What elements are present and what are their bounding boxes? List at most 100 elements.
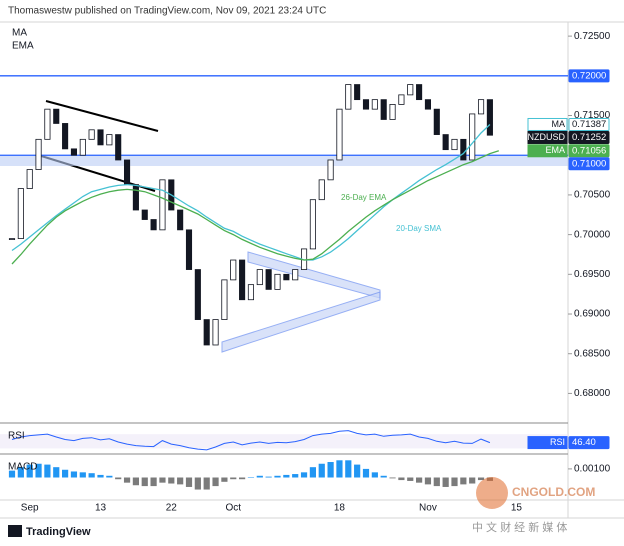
annotation: 20-Day SMA bbox=[396, 224, 442, 233]
candle bbox=[53, 108, 60, 124]
price-badge-label: 0.71000 bbox=[572, 158, 606, 169]
badge-tag-label: NZDUSD bbox=[528, 132, 566, 142]
histogram-bar bbox=[433, 477, 440, 487]
histogram-bar bbox=[212, 477, 219, 487]
footer-logo: TradingView bbox=[26, 526, 91, 538]
pane-title: RSI bbox=[8, 431, 25, 442]
y-tick-label: 0.72500 bbox=[574, 31, 611, 42]
candle bbox=[486, 99, 493, 136]
histogram-bar bbox=[79, 472, 86, 478]
y-tick-label: 0.70000 bbox=[574, 229, 611, 240]
candle bbox=[185, 229, 193, 270]
histogram-bar bbox=[265, 476, 272, 478]
histogram-bar bbox=[451, 477, 458, 487]
candle bbox=[416, 84, 423, 101]
candle bbox=[115, 134, 122, 161]
histogram-bar bbox=[35, 463, 42, 478]
price-badge bbox=[568, 144, 610, 158]
histogram-bar bbox=[327, 462, 334, 478]
histogram-bar bbox=[88, 473, 95, 478]
histogram-bar bbox=[460, 477, 467, 485]
badge-tag-label: EMA bbox=[545, 145, 565, 155]
histogram-bar bbox=[274, 475, 281, 478]
candle bbox=[132, 184, 139, 211]
histogram-bar bbox=[389, 477, 396, 479]
histogram-bar bbox=[398, 477, 405, 481]
histogram-bar bbox=[230, 477, 237, 480]
histogram-bar bbox=[17, 467, 24, 478]
histogram-bar bbox=[221, 477, 228, 482]
candle bbox=[283, 273, 290, 281]
channel-upper bbox=[45, 100, 159, 132]
x-tick-label: Sep bbox=[21, 503, 39, 514]
y-tick-label: 0.69000 bbox=[574, 309, 611, 320]
candle bbox=[318, 179, 325, 201]
histogram-bar bbox=[62, 469, 69, 478]
candle bbox=[141, 209, 148, 220]
series-line bbox=[11, 124, 491, 261]
candle bbox=[460, 138, 467, 161]
candle bbox=[177, 209, 184, 231]
histogram-bar bbox=[371, 472, 378, 478]
histogram-bar bbox=[247, 477, 255, 478]
price-badge-label: 0.72000 bbox=[572, 70, 606, 81]
histogram-bar bbox=[53, 467, 60, 478]
histogram-bar bbox=[380, 475, 387, 478]
candle bbox=[327, 159, 334, 181]
x-tick-label: 15 bbox=[511, 503, 523, 514]
candle bbox=[469, 113, 476, 161]
price-badge bbox=[568, 117, 610, 131]
header: Thomaswestw published on TradingView.com… bbox=[8, 6, 326, 17]
histogram-bar bbox=[292, 474, 299, 478]
histogram-bar bbox=[185, 477, 193, 487]
histogram-bar bbox=[8, 470, 16, 478]
badge-tag bbox=[527, 436, 568, 450]
histogram-bar bbox=[477, 477, 485, 481]
badge-tag bbox=[527, 144, 568, 158]
histogram-bar bbox=[354, 464, 361, 478]
annotation: 26-Day EMA bbox=[341, 193, 387, 202]
footer-logo-icon bbox=[8, 525, 22, 537]
candle bbox=[292, 269, 299, 281]
candle bbox=[203, 319, 210, 346]
candle bbox=[477, 99, 485, 115]
badge-tag-label: MA bbox=[552, 119, 566, 129]
rsi-band bbox=[0, 434, 568, 449]
histogram-bar bbox=[168, 477, 175, 484]
price-badge bbox=[568, 436, 610, 450]
badge-tag bbox=[527, 117, 568, 131]
series-line bbox=[11, 150, 499, 265]
watermark-site: CNGOLD.COM bbox=[512, 485, 595, 499]
y-tick-label: 0.68000 bbox=[574, 388, 611, 399]
candle bbox=[451, 138, 458, 151]
candle bbox=[407, 84, 414, 96]
histogram-bar bbox=[106, 475, 113, 478]
watermark: CNGOLD.COM bbox=[476, 477, 595, 509]
candle bbox=[17, 188, 24, 239]
candle bbox=[274, 273, 281, 290]
histogram-bar bbox=[424, 477, 432, 485]
candle bbox=[44, 108, 51, 140]
candle bbox=[433, 108, 440, 135]
histogram-bar bbox=[159, 477, 166, 483]
candle bbox=[159, 179, 166, 231]
candle bbox=[88, 129, 95, 140]
y-tick-label: 0.71500 bbox=[574, 110, 611, 121]
candle bbox=[247, 284, 255, 301]
histogram-bar bbox=[239, 477, 246, 480]
x-tick-label: Oct bbox=[225, 503, 241, 514]
candle bbox=[371, 99, 378, 110]
candle bbox=[230, 259, 237, 281]
histogram-bar bbox=[362, 468, 370, 478]
histogram-bar bbox=[318, 463, 325, 478]
histogram-bar bbox=[416, 477, 423, 483]
histogram-bar bbox=[97, 474, 104, 478]
histogram-bar bbox=[469, 477, 476, 484]
price-badge-label: 46.40 bbox=[572, 437, 596, 448]
histogram-bar bbox=[407, 477, 414, 481]
histogram-bar bbox=[194, 477, 201, 490]
badge-tag bbox=[527, 130, 568, 144]
candle bbox=[62, 123, 69, 150]
candle bbox=[424, 99, 432, 110]
